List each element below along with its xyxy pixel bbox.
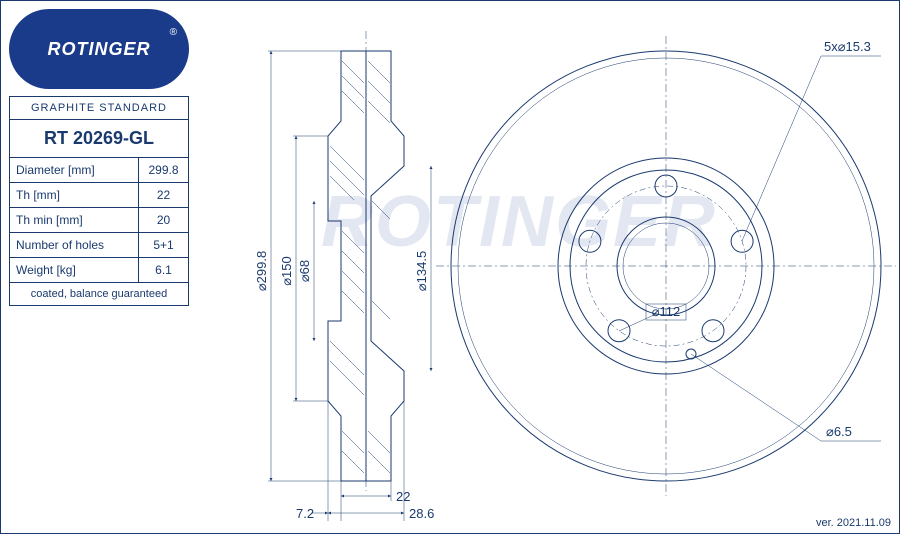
- dim-offset: 7.2: [296, 506, 314, 521]
- dim-locate-hole: ⌀6.5: [826, 424, 852, 439]
- product-note: coated, balance guaranteed: [10, 283, 189, 306]
- spec-value: 22: [139, 183, 189, 208]
- dim-depth: 28.6: [409, 506, 434, 521]
- spec-value: 299.8: [139, 158, 189, 183]
- dim-bolt-pattern: 5x⌀15.3: [824, 39, 871, 54]
- dim-hub-diameter: ⌀150: [279, 256, 294, 286]
- series-label: GRAPHITE STANDARD: [10, 97, 189, 120]
- spec-value: 5+1: [139, 233, 189, 258]
- spec-value: 6.1: [139, 258, 189, 283]
- dim-bore: ⌀68: [297, 260, 312, 282]
- spec-label: Weight [kg]: [10, 258, 139, 283]
- dim-bcd: ⌀112: [652, 304, 681, 319]
- spec-label: Th min [mm]: [10, 208, 139, 233]
- spec-table: GRAPHITE STANDARD RT 20269-GL Diameter […: [9, 96, 189, 306]
- technical-drawing: ⌀299.8 ⌀150 ⌀68 ⌀134.5 22 28.6 7.2: [196, 1, 899, 533]
- spec-label: Diameter [mm]: [10, 158, 139, 183]
- registered-mark: ®: [170, 27, 177, 38]
- spec-label: Th [mm]: [10, 183, 139, 208]
- brand-logo: ROTINGER ®: [9, 9, 189, 89]
- dim-contact: ⌀134.5: [414, 251, 429, 291]
- spec-value: 20: [139, 208, 189, 233]
- version-label: ver. 2021.11.09: [816, 517, 891, 529]
- dim-outer-diameter: ⌀299.8: [254, 251, 269, 291]
- spec-label: Number of holes: [10, 233, 139, 258]
- brand-name: ROTINGER: [47, 39, 150, 60]
- part-number: RT 20269-GL: [10, 120, 189, 158]
- dim-thickness: 22: [396, 489, 410, 504]
